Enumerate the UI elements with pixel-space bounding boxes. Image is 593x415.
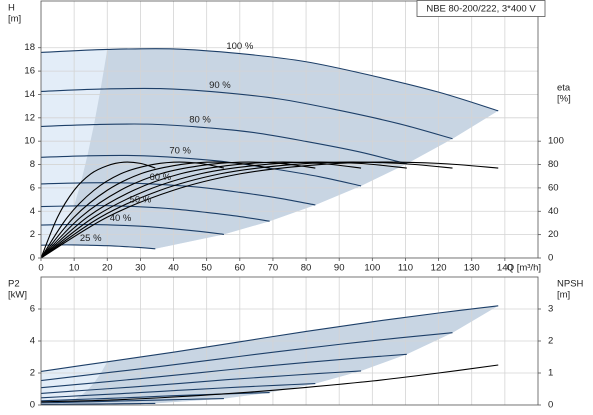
y-tick-label: 12 [24, 112, 35, 123]
curve-label: 40 % [110, 213, 132, 224]
y-tick-label: 8 [30, 159, 35, 170]
y-tick-label: 16 [24, 66, 35, 77]
operating-area-main [57, 305, 499, 405]
curve [41, 154, 362, 187]
y-tick-label: 18 [24, 42, 35, 53]
y-tick-label: 2 [30, 229, 35, 240]
curve [41, 398, 224, 404]
curve-label: 25 % [80, 233, 102, 244]
plot-frame [40, 0, 539, 259]
y2-tick-label: 2 [548, 336, 553, 347]
curve [41, 48, 499, 112]
x-tick-label: 30 [135, 263, 146, 274]
curve-label: 70 % [169, 145, 191, 156]
y2-tick-label: 60 [548, 182, 559, 193]
secondary-curve [41, 161, 362, 258]
y-axis-label: H [8, 3, 15, 14]
curve [41, 402, 156, 405]
curve-label: 90 % [209, 80, 231, 91]
plot-area [41, 1, 538, 258]
x-tick-label: 60 [235, 263, 246, 274]
y2-tick-label: 3 [548, 304, 553, 315]
y-tick-label: 14 [24, 89, 35, 100]
plot-area [41, 277, 538, 405]
curve-label: 50 % [130, 194, 152, 205]
y2-tick-label: 1 [548, 368, 553, 379]
y2-axis-label: [%] [557, 94, 571, 105]
curve [41, 383, 316, 399]
secondary-curve [41, 161, 270, 258]
y-tick-label: 6 [30, 304, 35, 315]
y2-tick-label: 0 [548, 400, 553, 411]
secondary-curve [41, 364, 499, 403]
y2-axis-label: NPSH [557, 279, 584, 290]
secondary-curve [41, 161, 499, 258]
x-tick-label: 50 [201, 263, 212, 274]
x-tick-label: 100 [364, 263, 380, 274]
y-tick-label: 10 [24, 136, 35, 147]
x-tick-label: 10 [69, 263, 80, 274]
curve [41, 332, 453, 382]
y-tick-label: 0 [30, 400, 35, 411]
curve [41, 223, 224, 235]
chart-title: NBE 80-200/222, 3*400 V [426, 4, 536, 15]
y2-tick-label: 100 [548, 136, 564, 147]
curve [41, 87, 453, 140]
x-tick-label: 110 [398, 263, 413, 274]
y2-tick-label: 80 [548, 159, 559, 170]
curve-label: 80 % [189, 115, 211, 126]
x-tick-label: 130 [464, 263, 480, 274]
x-tick-label: 140 [497, 263, 513, 274]
secondary-curve [41, 161, 407, 258]
y2-tick-label: 20 [548, 229, 559, 240]
x-tick-label: 20 [102, 263, 113, 274]
curve [41, 123, 407, 165]
x-tick-label: 120 [431, 263, 447, 274]
y-tick-label: 0 [30, 253, 35, 264]
y2-axis-label: [m] [557, 290, 570, 301]
x-tick-label: 90 [334, 263, 345, 274]
y-axis-label: [m] [8, 14, 21, 25]
x-tick-label: 40 [168, 263, 179, 274]
x-tick-label: 0 [38, 263, 43, 274]
y-tick-label: 6 [30, 182, 35, 193]
y2-tick-label: 40 [548, 206, 559, 217]
secondary-curve [41, 161, 156, 258]
curve [41, 182, 316, 206]
curve-label: 60 % [149, 172, 171, 183]
y-axis-label: P2 [8, 279, 20, 290]
y2-tick-label: 0 [548, 253, 553, 264]
secondary-curve [41, 161, 453, 258]
curve [41, 353, 407, 389]
y2-axis-label: eta [557, 83, 571, 94]
curve [41, 370, 362, 395]
y-axis-label: [kW] [8, 290, 27, 301]
x-tick-label: 80 [301, 263, 312, 274]
operating-area-main [57, 48, 499, 249]
title-box [416, 0, 546, 17]
x-axis-label: Q [m³/h] [507, 263, 541, 274]
curve-label: 100 % [226, 41, 253, 52]
secondary-curve [41, 161, 316, 258]
y-tick-label: 2 [30, 368, 35, 379]
y-tick-label: 4 [30, 336, 35, 347]
secondary-curve [41, 161, 225, 258]
curve [41, 305, 499, 372]
x-tick-label: 70 [268, 263, 279, 274]
y-tick-label: 4 [30, 206, 35, 217]
